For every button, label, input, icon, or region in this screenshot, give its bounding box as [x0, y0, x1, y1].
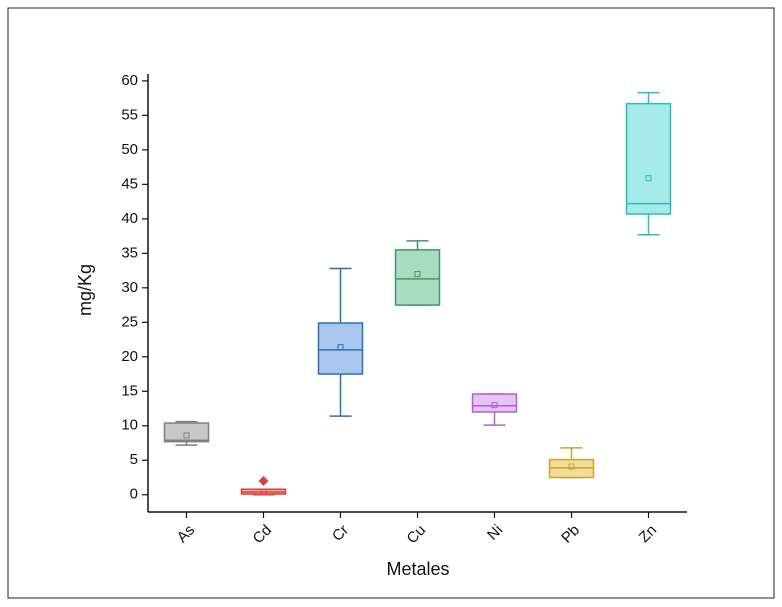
frame	[7, 7, 775, 599]
y-tick-label: 10	[121, 417, 138, 434]
y-tick-label: 55	[121, 106, 138, 123]
y-tick-label: 20	[121, 348, 138, 365]
box	[163, 422, 210, 443]
y-tick-label: 60	[121, 72, 138, 89]
x-axis-label: Metales	[386, 559, 449, 579]
box	[625, 102, 672, 215]
y-tick-label: 45	[121, 175, 138, 192]
y-tick-label: 0	[130, 486, 138, 503]
mean-marker	[337, 344, 344, 351]
mean-marker	[183, 432, 190, 439]
outlier	[258, 475, 269, 486]
mean-marker	[645, 175, 652, 182]
mean-marker	[491, 402, 498, 409]
mean-marker	[260, 488, 267, 495]
y-axis-label: mg/Kg	[75, 264, 95, 316]
y-tick-label: 25	[121, 313, 138, 330]
mean-marker	[414, 271, 421, 278]
y-tick-label: 5	[130, 451, 138, 468]
y-tick-label: 50	[121, 141, 138, 158]
y-tick-label: 15	[121, 382, 138, 399]
y-tick-label: 30	[121, 279, 138, 296]
box	[317, 322, 364, 375]
box	[394, 249, 441, 306]
y-tick-label: 40	[121, 210, 138, 227]
mean-marker	[568, 463, 575, 470]
y-tick-label: 35	[121, 244, 138, 261]
